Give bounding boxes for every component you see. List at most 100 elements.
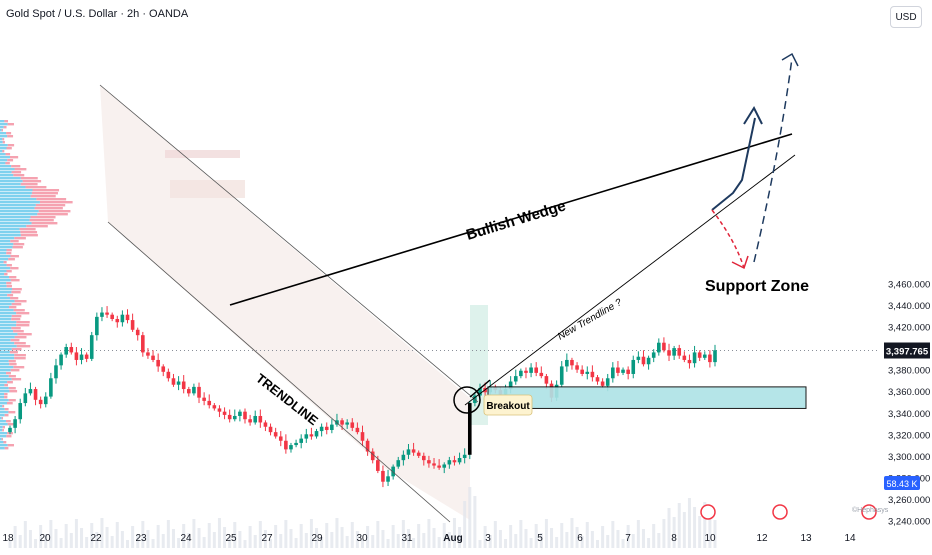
event-icon	[861, 504, 877, 520]
volume-bar	[207, 523, 211, 548]
volume-profile-bar-up	[0, 225, 27, 228]
volume-bar	[693, 507, 697, 548]
y-tick-label: 3,240.000	[888, 517, 930, 528]
volume-profile-bar-down	[14, 168, 27, 171]
support-zone-label: Support Zone	[705, 278, 809, 295]
volume-profile-bar-down	[34, 207, 63, 210]
candle-body	[396, 460, 401, 467]
volume-profile-bar-up	[0, 183, 21, 186]
candle-body	[697, 352, 702, 358]
volume-profile-bar-down	[17, 333, 32, 336]
x-tick-label: 18	[2, 533, 14, 544]
volume-profile-bar-down	[36, 198, 67, 201]
volume-bar	[585, 522, 589, 548]
volume-bar	[100, 518, 104, 548]
y-tick-label: 3,340.000	[888, 409, 930, 420]
candle-body	[69, 347, 74, 353]
volume-profile-bar-up	[0, 141, 3, 144]
volume-bar	[396, 534, 400, 548]
volume-bar	[560, 523, 564, 548]
volume-bar	[468, 487, 472, 548]
volume-bar	[458, 527, 462, 548]
volume-bar	[151, 539, 155, 548]
volume-bar	[355, 531, 359, 548]
volume-bar	[473, 496, 477, 548]
volume-profile-bar-down	[7, 294, 14, 297]
last-price-value: 3,397.765	[886, 347, 929, 358]
candle-body	[227, 414, 232, 420]
candle-body	[370, 451, 375, 461]
volume-profile-bar-down	[2, 138, 5, 141]
event-icon	[700, 504, 716, 520]
volume-profile-bar-down	[4, 120, 9, 123]
volume-bar	[596, 540, 599, 548]
volume-profile	[0, 120, 73, 450]
volume-bar	[69, 533, 73, 548]
volume-profile-bar-up	[0, 270, 7, 273]
volume-profile-bar-down	[7, 423, 14, 426]
volume-bars	[8, 487, 717, 548]
volume-profile-bar-down	[2, 429, 4, 432]
volume-bar	[304, 533, 308, 548]
candle-body	[273, 432, 278, 437]
candle-body	[595, 377, 600, 382]
candle-body	[120, 314, 125, 323]
candle-body	[309, 434, 314, 437]
target-arrowhead	[781, 52, 799, 67]
volume-profile-bar-down	[4, 396, 8, 399]
candle-body	[350, 422, 355, 428]
volume-profile-bar-down	[13, 174, 25, 177]
volume-profile-bar-up	[0, 252, 7, 255]
volume-bar	[146, 530, 150, 548]
volume-profile-bar-down	[10, 279, 20, 282]
volume-profile-bar-up	[0, 249, 7, 252]
volume-profile-bar-up	[0, 156, 10, 159]
volume-profile-bar-down	[4, 447, 9, 450]
candle-body	[590, 371, 595, 378]
volume-profile-bar-down	[16, 345, 31, 348]
volume-bar	[315, 528, 319, 548]
volume-profile-bar-down	[1, 438, 3, 441]
candle-body	[508, 381, 513, 390]
volume-bar	[524, 529, 528, 548]
candle-body	[54, 365, 58, 379]
volume-profile-bar-up	[0, 348, 12, 351]
candle-body	[8, 427, 12, 433]
candle-body	[38, 399, 43, 405]
candle-body	[411, 449, 416, 453]
candle-body	[513, 376, 518, 382]
volume-bar	[289, 529, 293, 548]
x-tick-label: 30	[356, 533, 368, 544]
volume-profile-bar-up	[0, 210, 39, 213]
candle-body	[222, 411, 227, 415]
candle-body	[135, 329, 140, 336]
candle-body	[171, 378, 176, 385]
y-tick-label: 3,460.000	[888, 279, 930, 290]
x-tick-label: 20	[39, 533, 51, 544]
volume-bar	[156, 525, 160, 548]
candle-body	[682, 355, 687, 360]
volume-badge	[884, 476, 920, 490]
volume-profile-bar-up	[0, 171, 12, 174]
volume-bar	[8, 540, 12, 548]
candle-body	[355, 427, 360, 433]
volume-bar	[493, 521, 497, 548]
candle-body	[646, 357, 651, 365]
volume-profile-bar-up	[0, 195, 31, 198]
volume-profile-bar-down	[11, 288, 22, 291]
candle-body	[28, 389, 33, 394]
volume-profile-bar-up	[0, 420, 6, 423]
volume-bar	[677, 503, 681, 548]
volume-zone-1	[165, 150, 240, 158]
volume-profile-bar-down	[4, 384, 9, 387]
candle-body	[151, 355, 155, 360]
volume-profile-bar-up	[0, 411, 9, 414]
candle-body	[605, 378, 610, 386]
volume-profile-bar-up	[0, 390, 10, 393]
currency-button[interactable]: USD	[890, 6, 922, 28]
volume-zone-2	[170, 180, 245, 198]
volume-profile-bar-up	[0, 372, 7, 375]
volume-profile-bar-up	[0, 339, 11, 342]
